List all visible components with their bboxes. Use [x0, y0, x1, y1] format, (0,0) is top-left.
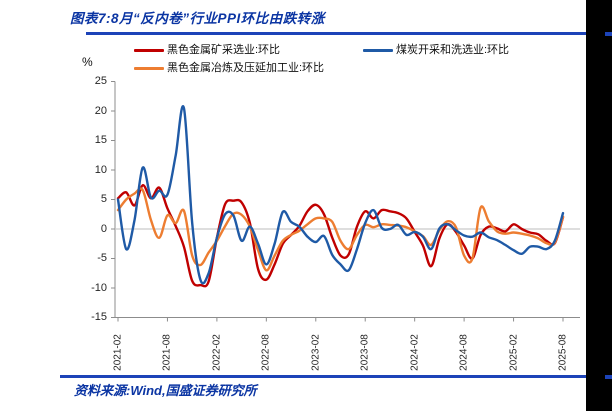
y-tick-label: 10 [94, 163, 107, 176]
x-tick-label: 2021-08 [161, 334, 173, 371]
adjacent-page-rule-fragment-top [605, 32, 612, 36]
x-tick-label: 2024-02 [409, 334, 421, 371]
y-tick-label: 15 [94, 134, 107, 146]
legend-label: 煤炭开采和洗选业:环比 [396, 44, 510, 56]
x-tick-label: 2023-02 [310, 334, 322, 371]
y-tick-label: 5 [100, 193, 107, 205]
x-tick-label: 2021-02 [112, 334, 124, 371]
orange-line-swatch [134, 66, 164, 70]
red-line-swatch [134, 48, 164, 52]
chart-title: 图表7:8月“反内卷”行业PPI环比由跌转涨 [70, 11, 325, 26]
series-line-1 [116, 104, 565, 285]
adjacent-page-rule-fragment-bottom [605, 375, 612, 379]
y-tick-label: -5 [97, 252, 107, 264]
blue-line-swatch [363, 48, 393, 52]
series-line-2 [116, 187, 565, 272]
x-tick-label: 2024-08 [458, 334, 470, 371]
x-tick-label: 2025-08 [557, 334, 569, 371]
source-note: 资料来源:Wind,国盛证券研究所 [74, 383, 257, 398]
legend-label: 黑色金属冶炼及压延加工业:环比 [167, 62, 325, 74]
legend-label: 黑色金属矿采选业:环比 [167, 44, 281, 56]
y-tick-label: 0 [100, 222, 107, 235]
x-tick-label: 2022-02 [211, 334, 223, 371]
x-tick-label: 2025-02 [508, 334, 520, 371]
y-tick-label: -15 [91, 311, 107, 323]
footer-rule [60, 375, 588, 378]
page-gap-black-strip [586, 0, 612, 411]
x-tick-label: 2022-08 [260, 334, 272, 371]
y-tick-label: 20 [94, 104, 107, 117]
title-underline-rule [86, 32, 588, 35]
y-tick-label: 25 [94, 75, 107, 87]
x-tick-label: 2023-08 [359, 334, 371, 371]
series-line-0 [116, 184, 565, 288]
y-axis-unit-label: % [82, 55, 93, 69]
y-tick-label: -10 [91, 281, 107, 294]
